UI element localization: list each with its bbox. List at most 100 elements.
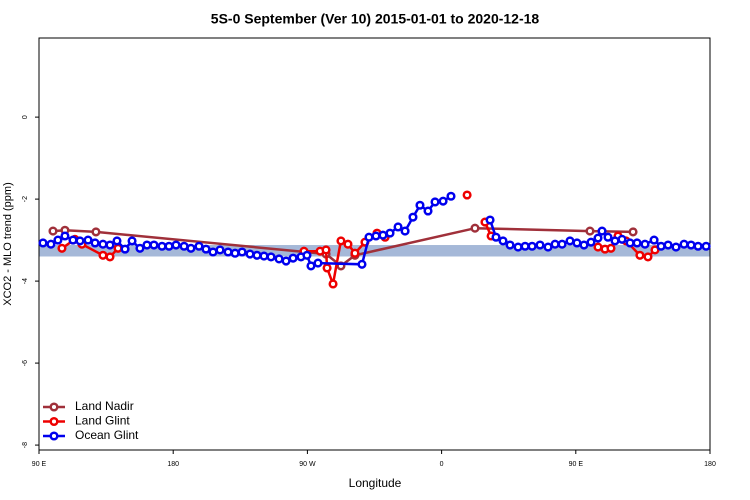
data-point [223, 247, 233, 257]
x-tick-label: 180 [167, 461, 179, 468]
data-point [186, 243, 196, 253]
y-tick-label: 0 [22, 115, 29, 119]
y-tick-label: -4 [22, 278, 29, 284]
data-point [643, 252, 653, 262]
data-point [57, 243, 67, 253]
data-point [371, 231, 381, 241]
data-point [393, 222, 403, 232]
data-point [543, 242, 553, 252]
data-point [38, 238, 48, 248]
data-point [245, 249, 255, 259]
data-point [649, 235, 659, 245]
chart-title: 5S-0 September (Ver 10) 2015-01-01 to 20… [211, 11, 540, 27]
data-point [686, 240, 696, 250]
data-point [75, 236, 85, 246]
data-point [259, 251, 269, 261]
data-point [105, 240, 115, 250]
data-point [446, 191, 456, 201]
x-tick-label: 180 [704, 461, 716, 468]
legend-marker [49, 416, 59, 427]
data-point [215, 245, 225, 255]
x-axis-label: Longitude [349, 476, 402, 490]
data-point [135, 243, 145, 253]
data-point [105, 252, 115, 262]
data-point [378, 230, 388, 240]
data-point [438, 196, 448, 206]
legend-label: Ocean Glint [75, 428, 139, 442]
data-point [520, 241, 530, 251]
data-point [400, 226, 410, 236]
data-point [625, 238, 635, 248]
data-point [423, 206, 433, 216]
data-point [83, 235, 93, 245]
data-point [336, 236, 346, 246]
data-point [498, 236, 508, 246]
data-point [364, 232, 374, 242]
data-point [635, 250, 645, 260]
data-point [343, 239, 353, 249]
data-point [149, 240, 159, 250]
data-point [579, 240, 589, 250]
data-point [565, 236, 575, 246]
data-point [693, 241, 703, 251]
data-point [597, 226, 607, 236]
data-point [53, 235, 63, 245]
data-point [671, 242, 681, 252]
data-point [610, 236, 620, 246]
x-tick-label: 0 [440, 461, 444, 468]
data-point [98, 250, 108, 260]
data-point [120, 244, 130, 254]
data-point [505, 240, 515, 250]
data-point [98, 239, 108, 249]
data-point [288, 253, 298, 263]
data-point [491, 232, 501, 242]
data-point [557, 239, 567, 249]
data-point [415, 200, 425, 210]
data-point [470, 223, 480, 233]
data-point [701, 241, 711, 251]
data-point [322, 263, 332, 273]
x-tick-label: 90 E [32, 461, 47, 468]
data-point [656, 241, 666, 251]
data-point [237, 247, 247, 257]
data-point [617, 234, 627, 244]
legend-marker [49, 402, 59, 412]
data-point [527, 241, 537, 251]
data-point [535, 240, 545, 250]
data-point [112, 236, 122, 246]
data-point [663, 240, 673, 250]
x-tick-label: 90 E [569, 461, 584, 468]
data-point [274, 254, 284, 264]
data-point [60, 231, 70, 241]
data-point [48, 226, 58, 236]
data-point [679, 239, 689, 249]
y-tick-label: -6 [22, 360, 29, 366]
data-point [593, 233, 603, 243]
data-point [194, 241, 204, 251]
y-axis-label: XCO2 - MLO trend (ppm) [2, 182, 14, 305]
data-point [164, 241, 174, 251]
data-point [606, 243, 616, 253]
data-point [91, 227, 101, 237]
data-point [171, 240, 181, 250]
data-point [179, 241, 189, 251]
data-point [585, 226, 595, 236]
data-point [127, 236, 137, 246]
data-point [572, 238, 582, 248]
data-point [230, 248, 240, 258]
data-point [593, 242, 603, 252]
data-point [385, 228, 395, 238]
data-point [306, 261, 316, 271]
data-point [640, 239, 650, 249]
legend-marker [49, 431, 59, 441]
data-point [281, 256, 291, 266]
data-point [313, 258, 323, 268]
data-point [603, 232, 613, 242]
data-point [90, 238, 100, 248]
data-point [357, 259, 367, 269]
data-point [157, 241, 167, 251]
legend-label: Land Glint [75, 414, 130, 428]
data-point [252, 250, 262, 260]
y-tick-label: -2 [22, 196, 29, 202]
data-point [408, 212, 418, 222]
